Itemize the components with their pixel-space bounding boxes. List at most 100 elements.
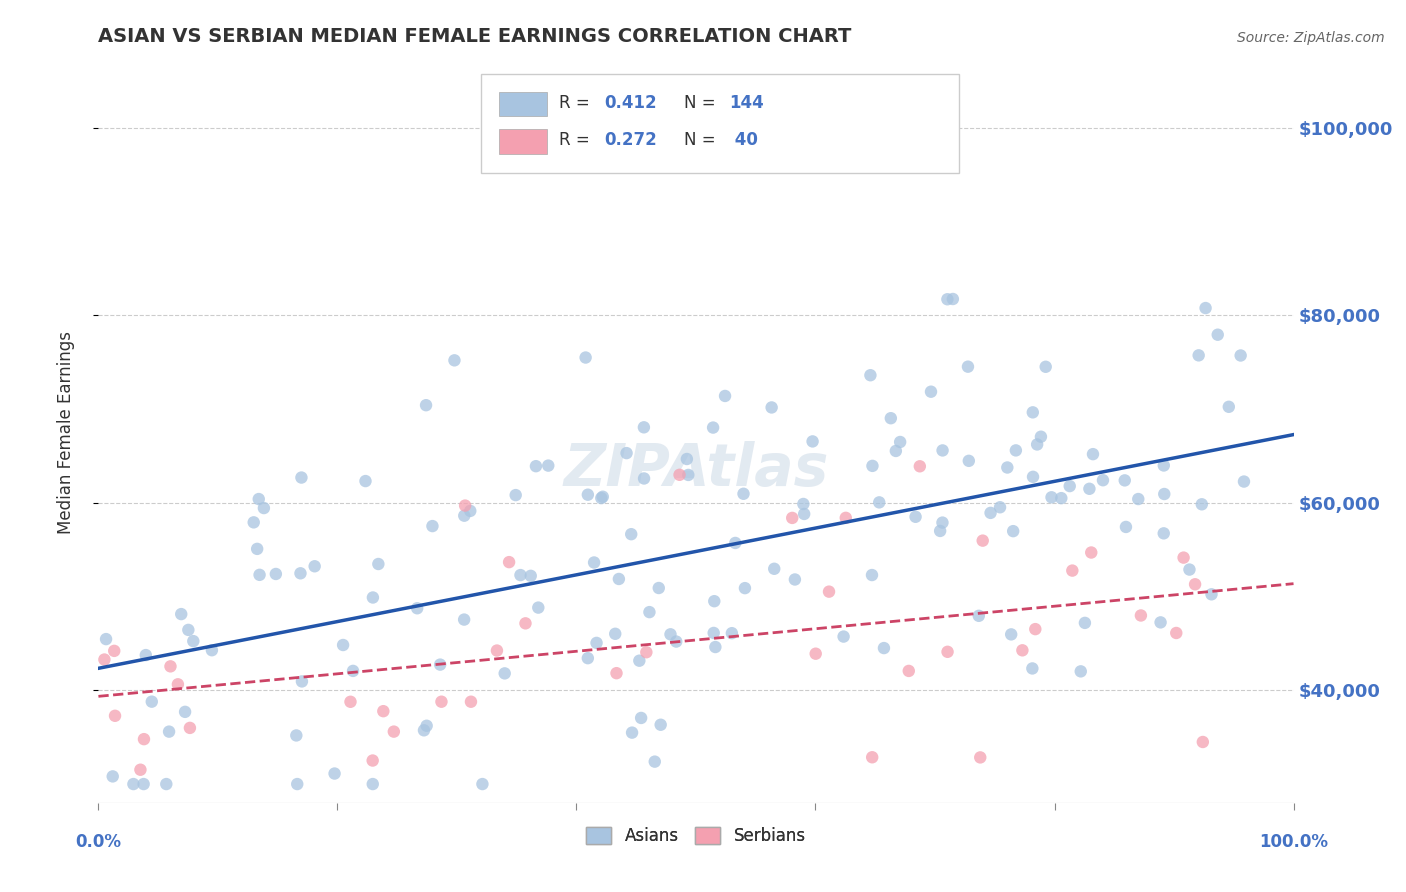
Point: [605, 666, 627, 681]
Point: [458, 504, 481, 518]
Point: [972, 533, 994, 548]
Point: [980, 506, 1002, 520]
Point: [361, 777, 384, 791]
Point: [361, 591, 384, 605]
Point: [585, 636, 607, 650]
Text: ASIAN VS SERBIAN MEDIAN FEMALE EARNINGS CORRELATION CHART: ASIAN VS SERBIAN MEDIAN FEMALE EARNINGS …: [98, 27, 852, 45]
Point: [361, 754, 384, 768]
Point: [201, 643, 224, 657]
Point: [429, 657, 451, 672]
Point: [332, 638, 354, 652]
Point: [323, 766, 346, 780]
Point: [1070, 665, 1092, 679]
Point: [1114, 474, 1136, 488]
Point: [763, 562, 786, 576]
Point: [929, 524, 952, 538]
Point: [460, 695, 482, 709]
Text: 144: 144: [730, 95, 765, 112]
Point: [734, 581, 756, 595]
Point: [443, 353, 465, 368]
Point: [264, 566, 287, 581]
Point: [167, 677, 190, 691]
Point: [177, 623, 200, 637]
Point: [1002, 524, 1025, 538]
Point: [94, 632, 117, 646]
Text: 0.272: 0.272: [605, 131, 657, 149]
Point: [704, 640, 727, 654]
Point: [1011, 643, 1033, 657]
Point: [1218, 400, 1240, 414]
Point: [668, 467, 690, 482]
Point: [678, 467, 700, 482]
Point: [576, 488, 599, 502]
Point: [804, 647, 827, 661]
Point: [783, 573, 806, 587]
Point: [897, 664, 920, 678]
Point: [537, 458, 560, 473]
Point: [1040, 491, 1063, 505]
Point: [1059, 479, 1081, 493]
Point: [628, 654, 651, 668]
Point: [373, 704, 395, 718]
Point: [159, 659, 181, 673]
Point: [1005, 443, 1028, 458]
Point: [650, 717, 672, 731]
Point: [453, 508, 475, 523]
Point: [592, 490, 614, 504]
Point: [101, 769, 124, 783]
Point: [104, 708, 127, 723]
Point: [1074, 615, 1097, 630]
Point: [527, 600, 550, 615]
Text: R =: R =: [558, 95, 595, 112]
Point: [988, 500, 1011, 515]
Point: [141, 695, 163, 709]
Point: [607, 572, 630, 586]
Point: [703, 626, 725, 640]
Point: [249, 567, 271, 582]
Point: [471, 777, 494, 791]
Point: [880, 411, 903, 425]
Point: [1022, 470, 1045, 484]
Text: 0.0%: 0.0%: [76, 833, 121, 851]
Point: [862, 458, 884, 473]
Point: [659, 627, 682, 641]
Point: [1026, 437, 1049, 451]
Point: [832, 630, 855, 644]
Text: N =: N =: [685, 131, 721, 149]
Point: [135, 648, 157, 662]
Point: [793, 507, 815, 521]
Point: [454, 499, 477, 513]
Point: [908, 459, 931, 474]
Text: 0.412: 0.412: [605, 95, 657, 112]
Point: [995, 460, 1018, 475]
Point: [170, 607, 193, 621]
Text: N =: N =: [685, 95, 721, 112]
Point: [792, 497, 814, 511]
Point: [583, 556, 606, 570]
Point: [860, 750, 883, 764]
Point: [648, 581, 671, 595]
Point: [1024, 622, 1046, 636]
Text: R =: R =: [558, 131, 595, 149]
Point: [509, 568, 531, 582]
Point: [633, 420, 655, 434]
Point: [801, 434, 824, 449]
Point: [1050, 491, 1073, 505]
Point: [1153, 458, 1175, 473]
Point: [1188, 348, 1211, 362]
Point: [859, 368, 882, 383]
Point: [1062, 564, 1084, 578]
Point: [354, 474, 377, 488]
Point: [155, 777, 177, 791]
Point: [342, 664, 364, 678]
Point: [1029, 430, 1052, 444]
Point: [620, 527, 643, 541]
Point: [665, 634, 688, 648]
Point: [1078, 482, 1101, 496]
Point: [931, 443, 953, 458]
Point: [179, 721, 201, 735]
Point: [1194, 301, 1216, 315]
Point: [157, 724, 180, 739]
Y-axis label: Median Female Earnings: Median Female Earnings: [56, 331, 75, 534]
Point: [103, 644, 125, 658]
